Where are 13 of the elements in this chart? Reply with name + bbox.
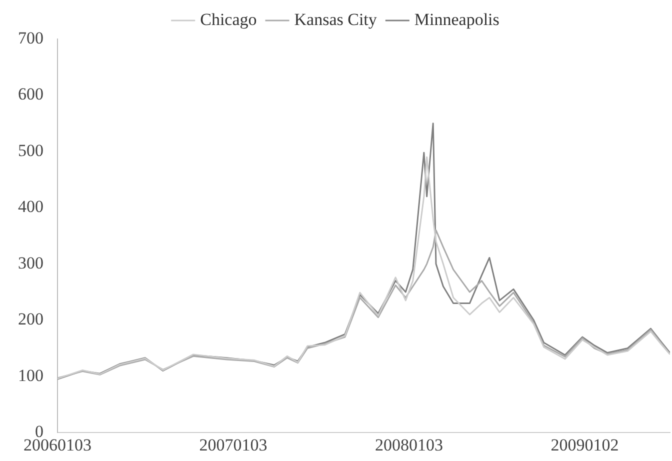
x-tick-label: 20090102: [550, 435, 619, 454]
y-tick-label: 200: [18, 310, 44, 329]
y-tick-label: 100: [18, 366, 44, 385]
y-tick-label: 600: [18, 84, 44, 104]
y-tick-label: 500: [18, 140, 44, 160]
y-tick-label: 400: [18, 197, 44, 216]
legend-label: Chicago: [200, 10, 257, 29]
legend-label: Kansas City: [294, 10, 378, 29]
legend-label: Minneapolis: [414, 10, 500, 29]
y-tick-label: 300: [18, 253, 44, 272]
x-tick-label: 20080103: [375, 435, 444, 454]
y-tick-label: 700: [18, 28, 44, 48]
x-tick-label: 20070103: [199, 435, 268, 454]
